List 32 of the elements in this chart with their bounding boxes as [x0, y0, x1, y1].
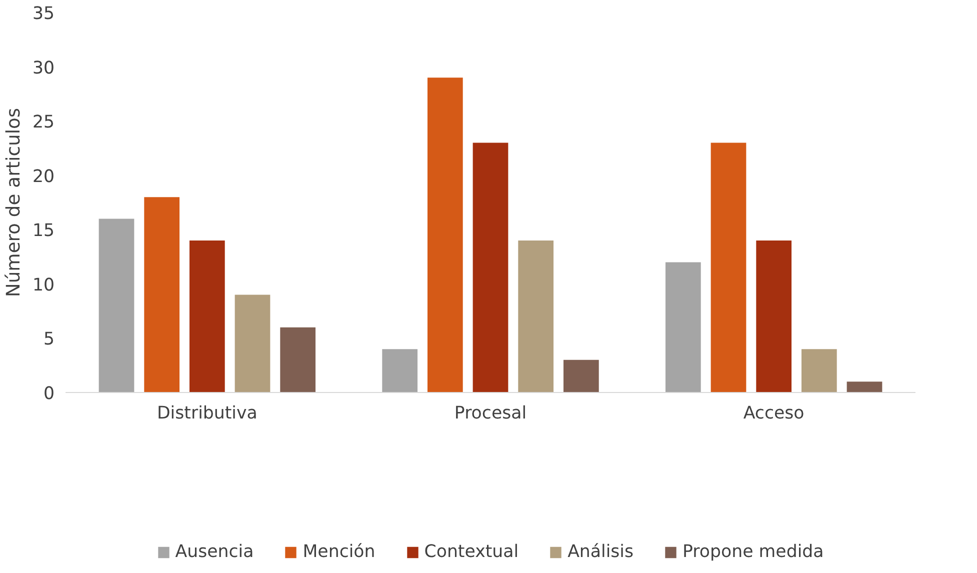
y-tick-label: 20	[32, 166, 55, 187]
y-axis-title: Número de articulos	[3, 108, 24, 298]
legend-label: Ausencia	[175, 542, 254, 562]
x-tick-label: Distributiva	[156, 404, 258, 424]
y-tick-label: 10	[32, 275, 55, 296]
legend-label: Análisis	[568, 542, 634, 562]
bar	[382, 349, 418, 392]
bar	[98, 218, 134, 392]
x-tick-label: Acceso	[743, 404, 804, 424]
y-tick-label: 25	[32, 112, 55, 133]
bar	[280, 327, 316, 392]
legend-label: Propone medida	[682, 542, 824, 562]
bar	[189, 240, 225, 392]
bar	[427, 78, 463, 392]
bar	[234, 294, 270, 392]
bar	[472, 142, 508, 392]
bar	[665, 262, 701, 392]
bar	[518, 240, 554, 392]
bar	[563, 360, 599, 392]
bar	[846, 382, 882, 392]
bar	[801, 349, 837, 392]
bar	[144, 197, 180, 392]
y-tick-label: 5	[43, 330, 55, 350]
y-tick-label: 35	[32, 4, 55, 24]
y-tick-label: 30	[32, 58, 55, 78]
bar	[756, 240, 792, 392]
x-tick-label: Procesal	[454, 404, 527, 424]
y-tick-label: 15	[32, 221, 55, 242]
y-tick-label: 0	[43, 384, 55, 404]
legend-label: Contextual	[424, 542, 519, 562]
legend-label: Mención	[302, 542, 376, 562]
bar	[710, 142, 746, 392]
